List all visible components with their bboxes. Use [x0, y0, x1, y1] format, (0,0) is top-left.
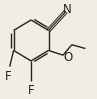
Text: O: O — [64, 51, 73, 64]
Text: N: N — [63, 3, 72, 16]
Text: F: F — [4, 70, 11, 83]
Text: F: F — [28, 84, 34, 97]
